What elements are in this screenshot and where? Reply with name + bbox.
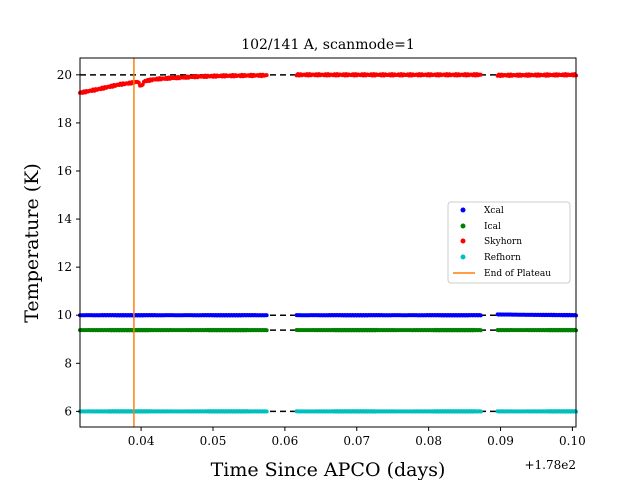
x-axis-title: Time Since APCO (days) xyxy=(211,459,446,480)
x-axis: 0.04 0.05 0.06 0.07 0.08 0.09 0.10 xyxy=(128,427,586,448)
y-tick-label: 18 xyxy=(57,116,72,130)
y-tick-label: 8 xyxy=(64,356,72,370)
legend-label-xcal: Xcal xyxy=(484,206,504,216)
data-point-xcal xyxy=(264,313,269,318)
chart-title: 102/141 A, scanmode=1 xyxy=(241,37,415,53)
legend-label-skyhorn: Skyhorn xyxy=(484,237,522,247)
x-tick-label: 0.09 xyxy=(487,434,514,448)
data-point-skyhorn xyxy=(478,72,483,77)
y-axis: 6 8 10 12 14 16 18 20 xyxy=(57,68,80,418)
x-axis-offset-label: +1.78e2 xyxy=(524,458,576,472)
data-point-ical xyxy=(478,328,483,333)
axes-frame xyxy=(79,57,577,428)
data-point-ical xyxy=(264,328,269,333)
y-tick-label: 10 xyxy=(57,308,72,322)
x-tick-label: 0.04 xyxy=(128,434,155,448)
y-tick-label: 16 xyxy=(57,164,72,178)
series-skyhorn xyxy=(78,72,578,95)
data-point-xcal xyxy=(478,313,483,318)
x-tick-label: 0.10 xyxy=(559,434,586,448)
legend: Xcal Ical Skyhorn Refhorn End of Plateau xyxy=(447,201,571,284)
series-refhorn xyxy=(78,409,578,414)
legend-frame xyxy=(447,201,571,284)
x-tick-label: 0.08 xyxy=(415,434,442,448)
x-tick-label: 0.05 xyxy=(200,434,227,448)
data-point-refhorn xyxy=(264,409,269,414)
legend-label-end-of-plateau: End of Plateau xyxy=(484,269,551,279)
y-tick-label: 12 xyxy=(57,260,72,274)
data-point-refhorn xyxy=(478,409,483,414)
y-tick-label: 14 xyxy=(57,212,73,226)
legend-marker-refhorn xyxy=(460,254,466,260)
data-point-skyhorn xyxy=(264,73,269,78)
legend-marker-ical xyxy=(460,223,466,229)
series-xcal xyxy=(78,312,578,318)
legend-label-refhorn: Refhorn xyxy=(484,253,521,263)
legend-marker-xcal xyxy=(460,207,466,213)
y-axis-title: Temperature (K) xyxy=(21,163,43,323)
series-ical xyxy=(78,327,578,333)
x-tick-label: 0.06 xyxy=(272,434,299,448)
legend-marker-skyhorn xyxy=(460,238,466,244)
y-tick-label: 6 xyxy=(64,404,72,418)
y-tick-label: 20 xyxy=(57,68,72,82)
data-point-skyhorn xyxy=(136,80,141,85)
legend-label-ical: Ical xyxy=(484,222,501,232)
plot-area xyxy=(78,58,578,427)
x-tick-label: 0.07 xyxy=(343,434,370,448)
